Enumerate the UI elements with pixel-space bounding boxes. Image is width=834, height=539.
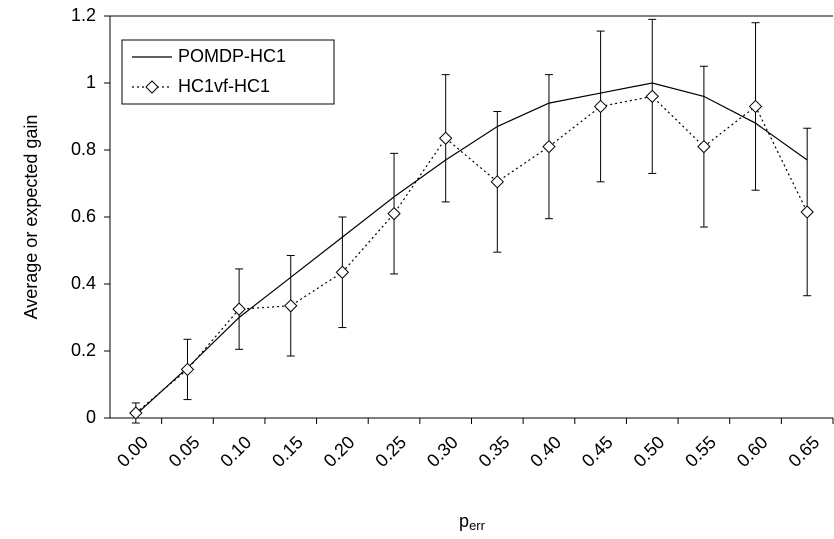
x-tick-label: 0.10 [216,432,255,471]
legend-box [121,39,335,105]
data-point [232,302,246,316]
legend-marker [145,80,159,94]
data-point [593,99,608,114]
legend-label: HC1vf-HC1 [178,76,270,96]
data-point [438,131,453,145]
x-tick-label: 0.60 [733,432,772,471]
series-line [135,82,808,416]
legend-label: POMDP-HC1 [178,46,286,66]
data-point [490,175,505,189]
x-axis-label: perr [459,511,486,534]
data-point [800,205,814,219]
y-tick-label: 0.6 [71,206,96,226]
x-axis-label-sub: err [469,518,486,533]
x-tick-label: 0.35 [475,432,514,471]
x-tick-label: 0.00 [113,432,152,471]
data-point [180,362,195,377]
y-axis-label: Average or expected gain [21,115,41,320]
data-point [542,139,556,154]
y-tick-label: 1.2 [71,5,96,25]
x-tick-label: 0.30 [423,432,462,471]
data-point [645,89,659,104]
y-tick-label: 0.4 [71,273,96,293]
data-point [129,406,143,420]
x-tick-label: 0.50 [630,432,669,471]
series-line [135,95,808,414]
y-tick-label: 0.2 [71,340,96,360]
data-point [387,206,401,221]
x-tick-label: 0.25 [371,432,410,471]
y-tick-label: 1 [86,72,96,92]
x-tick-label: 0.15 [268,432,307,471]
x-axis-label-main: p [459,511,469,531]
y-tick-label: 0.8 [71,139,96,159]
data-point [697,139,711,154]
x-tick-label: 0.55 [681,432,720,471]
data-point [335,265,350,279]
x-tick-label: 0.65 [784,432,823,471]
x-tick-label: 0.05 [165,432,204,471]
data-point [284,299,298,313]
x-tick-label: 0.45 [578,432,617,471]
data-point [748,99,763,114]
x-tick-label: 0.20 [320,432,359,471]
y-tick-label: 0 [86,407,96,427]
x-tick-label: 0.40 [526,432,565,471]
